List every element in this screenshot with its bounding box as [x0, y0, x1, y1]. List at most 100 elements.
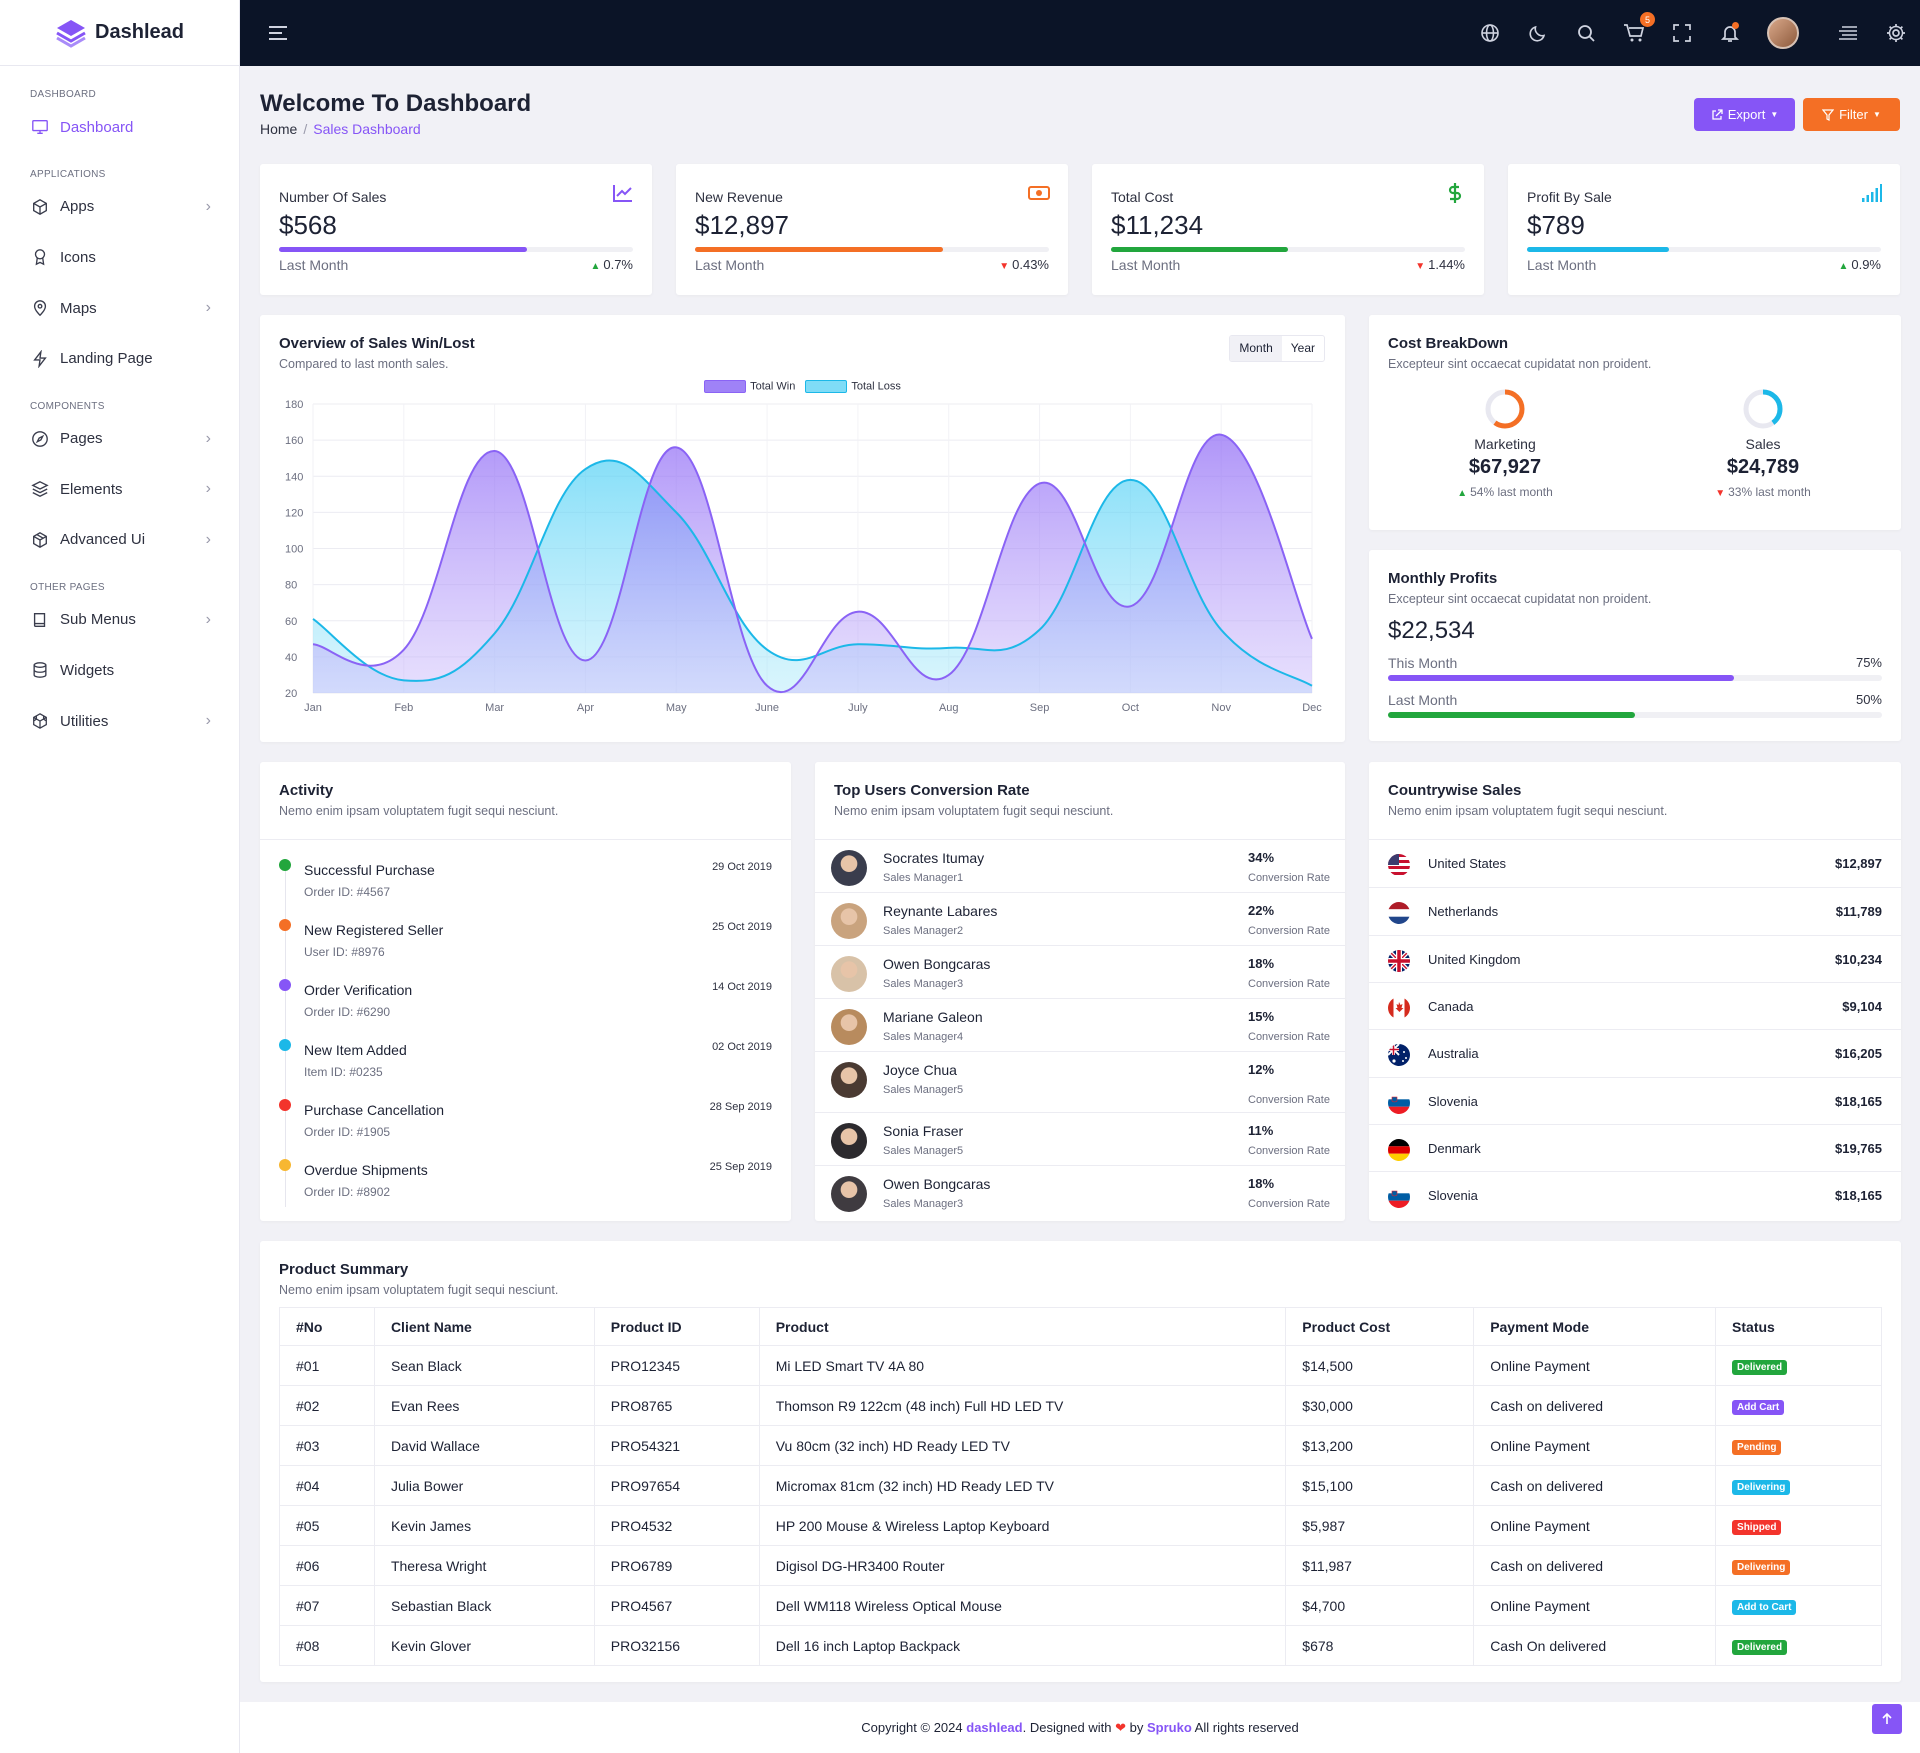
toggle-month[interactable]: Month — [1230, 336, 1282, 361]
table-row[interactable]: #01 Sean Black PRO12345 Mi LED Smart TV 4A … — [279, 1345, 1882, 1386]
cost-item-change-text: 33% last month — [1728, 485, 1811, 499]
sidebar-right-icon[interactable] — [1835, 20, 1861, 46]
country-name: Australia — [1428, 1046, 1479, 1061]
stat-period: Last Month — [1111, 257, 1181, 273]
column-header[interactable]: Product ID — [593, 1307, 760, 1346]
user-row[interactable]: Joyce Chua Sales Manager5 12% Conversion Ra… — [815, 1051, 1345, 1112]
user-row[interactable]: Socrates Itumay Sales Manager1 34% Conversi… — [815, 839, 1345, 892]
table-row[interactable]: #05 Kevin James PRO4532 HP 200 Mouse & Wire… — [279, 1505, 1882, 1546]
country-row[interactable]: United States $12,897 — [1369, 839, 1901, 887]
cost-item-sales: Sales $24,789 ▼ 33% last month — [1663, 387, 1863, 499]
cell-text: PRO54321 — [610, 1437, 681, 1454]
y-tick-label: 180 — [285, 399, 303, 411]
brand-logo[interactable]: Dashlead — [0, 0, 239, 66]
country-row[interactable]: Australia $16,205 — [1369, 1029, 1901, 1077]
column-header[interactable]: Product — [758, 1307, 1287, 1346]
activity-id: Order ID: #6290 — [304, 1005, 391, 1019]
activity-item[interactable]: Order Verification Order ID: #6290 14 Oct … — [279, 979, 772, 1029]
footer-brand-link[interactable]: dashlead — [966, 1720, 1023, 1735]
sidebar-item-label: Pages — [60, 430, 103, 447]
sidebar-item-widgets[interactable]: Widgets — [0, 645, 239, 695]
legend-item-win[interactable]: Total Win — [704, 380, 795, 393]
activity-item[interactable]: Purchase Cancellation Order ID: #1905 28 S… — [279, 1099, 772, 1149]
table-row[interactable]: #04 Julia Bower PRO97654 Micromax 81cm (32 … — [279, 1465, 1882, 1506]
legend-item-loss[interactable]: Total Loss — [805, 380, 901, 393]
user-avatar[interactable] — [1767, 17, 1799, 49]
breadcrumb-home[interactable]: Home — [260, 121, 298, 137]
sidebar-item-apps[interactable]: Apps › — [0, 182, 239, 232]
sidebar-item-elements[interactable]: Elements › — [0, 464, 239, 514]
stat-label: New Revenue — [695, 189, 783, 205]
column-header[interactable]: Status — [1715, 1307, 1882, 1346]
table-cell: PRO4532 — [593, 1505, 760, 1546]
globe-icon[interactable] — [1477, 20, 1503, 46]
sidebar-item-sub-menus[interactable]: Sub Menus › — [0, 595, 239, 645]
activity-title: New Registered Seller — [304, 922, 444, 938]
country-row[interactable]: Slovenia $18,165 — [1369, 1077, 1901, 1125]
back-to-top-button[interactable] — [1872, 1704, 1902, 1734]
user-avatar — [831, 903, 867, 939]
table-cell: Vu 80cm (32 inch) HD Ready LED TV — [758, 1425, 1287, 1466]
footer-author-link[interactable]: Spruko — [1146, 1720, 1192, 1735]
search-icon[interactable] — [1573, 20, 1599, 46]
country-row[interactable]: Canada $9,104 — [1369, 982, 1901, 1030]
user-row[interactable]: Owen Bongcaras Sales Manager3 18% Conversio… — [815, 945, 1345, 998]
user-row[interactable]: Owen Bongcaras Sales Manager3 18% Conversio… — [815, 1165, 1345, 1218]
status-badge: Delivering — [1732, 1559, 1791, 1575]
sidebar-item-label: Landing Page — [60, 350, 153, 368]
table-row[interactable]: #03 David Wallace PRO54321 Vu 80cm (32 inch… — [279, 1425, 1882, 1466]
table-row[interactable]: #07 Sebastian Black PRO4567 Dell WM118 Wire… — [279, 1585, 1882, 1626]
country-row[interactable]: Slovenia $18,165 — [1369, 1171, 1901, 1219]
user-row[interactable]: Sonia Fraser Sales Manager5 11% Conversion … — [815, 1112, 1345, 1165]
activity-title: New Item Added — [304, 1042, 407, 1058]
sidebar-item-advanced-ui[interactable]: Advanced Ui › — [0, 515, 239, 565]
column-header[interactable]: Product Cost — [1285, 1307, 1475, 1346]
x-tick-label: July — [848, 702, 868, 714]
country-row[interactable]: Netherlands $11,789 — [1369, 887, 1901, 935]
moon-icon[interactable] — [1525, 20, 1551, 46]
sidebar-item-pages[interactable]: Pages › — [0, 414, 239, 464]
sidebar-item-icons[interactable]: Icons — [0, 232, 239, 282]
menu-toggle-icon[interactable] — [265, 20, 291, 46]
table-row[interactable]: #06 Theresa Wright PRO6789 Digisol DG-HR340… — [279, 1545, 1882, 1586]
user-row[interactable]: Mariane Galeon Sales Manager4 15% Conversio… — [815, 998, 1345, 1051]
user-row[interactable]: Reynante Labares Sales Manager2 22% Convers… — [815, 892, 1345, 945]
table-cell: $13,200 — [1285, 1425, 1475, 1466]
filter-button[interactable]: Filter ▼ — [1803, 98, 1900, 131]
toggle-year[interactable]: Year — [1290, 341, 1315, 355]
sidebar-item-utilities[interactable]: Utilities › — [0, 696, 239, 746]
triangle-down-icon: ▼ — [999, 261, 1010, 272]
export-button[interactable]: Export ▼ — [1694, 98, 1795, 131]
table-cell: Add to Cart — [1715, 1585, 1882, 1626]
profit-progress-fill — [1388, 675, 1734, 681]
settings-gear-icon[interactable] — [1883, 20, 1909, 46]
card-title: Monthly Profits — [1388, 570, 1498, 587]
sidebar-item-maps[interactable]: Maps › — [0, 283, 239, 333]
table-row[interactable]: #08 Kevin Glover PRO32156 Dell 16 inch Lapt… — [279, 1625, 1882, 1666]
bell-icon[interactable] — [1717, 20, 1743, 46]
export-label: Export — [1727, 107, 1766, 122]
column-header[interactable]: #No — [279, 1307, 375, 1346]
user-avatar — [831, 1176, 867, 1212]
country-row[interactable]: Denmark $19,765 — [1369, 1124, 1901, 1172]
activity-item[interactable]: New Item Added Item ID: #0235 02 Oct 2019 — [279, 1039, 772, 1089]
column-header[interactable]: Client Name — [373, 1307, 595, 1346]
sidebar-item-landing-page[interactable]: Landing Page — [0, 334, 239, 384]
y-tick-label: 100 — [285, 544, 303, 556]
series-line-win — [312, 433, 1313, 694]
filter-icon — [1822, 108, 1835, 121]
conversion-percent: 18% — [1248, 1176, 1275, 1191]
timeline-dot — [279, 919, 291, 931]
column-header[interactable]: Payment Mode — [1473, 1307, 1717, 1346]
activity-item[interactable]: Successful Purchase Order ID: #4567 29 Oct… — [279, 859, 772, 909]
activity-item[interactable]: Overdue Shipments Order ID: #8902 25 Sep 2… — [279, 1159, 772, 1209]
cost-item-change-text: 54% last month — [1470, 485, 1553, 499]
series-line-loss — [312, 459, 1313, 687]
country-row[interactable]: United Kingdom $10,234 — [1369, 935, 1901, 983]
cart-icon[interactable]: 5 — [1621, 12, 1655, 46]
sidebar-item-dashboard[interactable]: Dashboard — [0, 102, 239, 152]
activity-item[interactable]: New Registered Seller User ID: #8976 25 Oc… — [279, 919, 772, 969]
profit-row: Last Month 50% — [1388, 692, 1882, 718]
fullscreen-icon[interactable] — [1669, 20, 1695, 46]
table-row[interactable]: #02 Evan Rees PRO8765 Thomson R9 122cm (48 … — [279, 1385, 1882, 1426]
